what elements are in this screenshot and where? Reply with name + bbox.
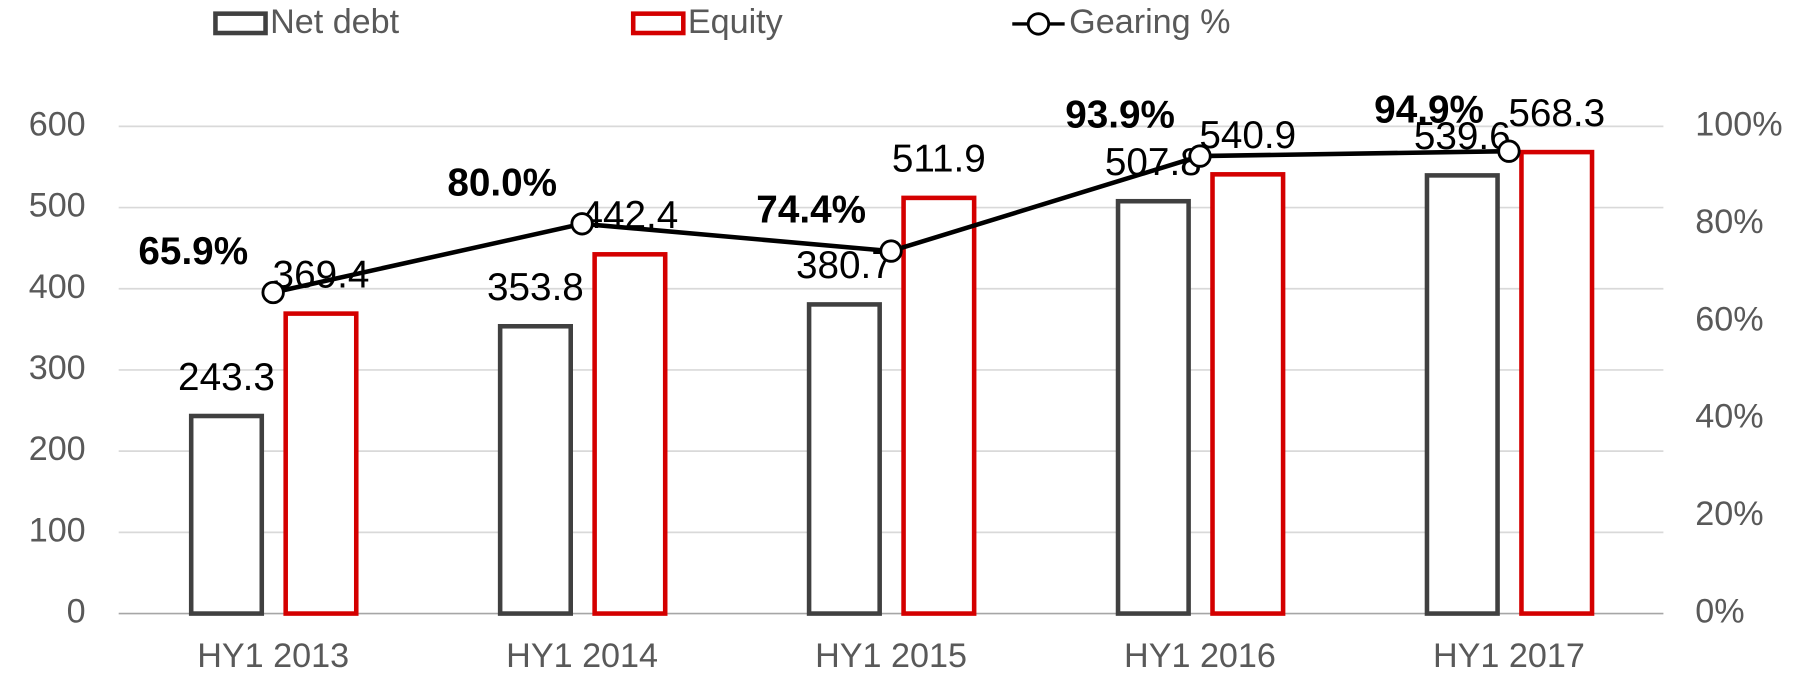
y2-tick-label: 80% [1695, 203, 1763, 241]
legend-swatch [213, 11, 268, 36]
y2-tick-label: 20% [1695, 495, 1763, 533]
x-tick-label: HY1 2014 [506, 637, 658, 675]
x-tick-label: HY1 2016 [1124, 637, 1276, 675]
gearing-label: 80.0% [447, 161, 557, 204]
gearing-label: 94.9% [1374, 89, 1484, 132]
y-tick-label: 0 [67, 593, 86, 631]
y2-tick-label: 100% [1695, 105, 1782, 143]
data-label: 511.9 [892, 138, 986, 181]
gearing-point [261, 280, 285, 305]
bar [806, 302, 882, 616]
gearing-point [879, 239, 903, 263]
bar [592, 252, 668, 616]
gearing-point [1497, 139, 1521, 163]
x-tick-label: HY1 2017 [1433, 637, 1585, 675]
data-label: 353.8 [487, 266, 584, 309]
y-tick-label: 300 [29, 349, 86, 387]
data-label: 540.9 [1199, 114, 1296, 157]
y-tick-label: 600 [29, 105, 86, 143]
legend-label: Gearing % [1069, 3, 1230, 41]
bar [1519, 149, 1595, 616]
gearing-label: 65.9% [138, 230, 248, 273]
data-label: 243.3 [178, 356, 275, 399]
legend-swatch [630, 11, 686, 36]
y2-tick-label: 40% [1695, 398, 1763, 436]
data-label: 507.8 [1105, 141, 1202, 184]
legend-label: Net debt [270, 3, 400, 41]
legend-marker [1026, 12, 1051, 36]
x-tick-label: HY1 2015 [815, 637, 967, 675]
gearing-point [1188, 144, 1212, 168]
y2-tick-label: 0% [1695, 593, 1744, 631]
bar [1424, 173, 1500, 616]
y-tick-label: 400 [29, 268, 86, 306]
gearing-label: 74.4% [756, 189, 866, 232]
bar [901, 195, 977, 616]
gearing-point [570, 212, 594, 236]
bar [283, 311, 359, 616]
y-tick-label: 200 [29, 430, 86, 468]
legend-label: Equity [688, 3, 783, 41]
gearing-label: 93.9% [1065, 94, 1175, 137]
bar [1115, 198, 1191, 616]
bar [497, 323, 573, 616]
y-tick-label: 100 [29, 511, 86, 549]
x-tick-label: HY1 2013 [197, 637, 349, 675]
bar [1210, 172, 1286, 616]
bar [188, 413, 265, 616]
data-label: 568.3 [1508, 92, 1605, 135]
y-tick-label: 500 [29, 187, 86, 225]
y2-tick-label: 60% [1695, 300, 1763, 338]
